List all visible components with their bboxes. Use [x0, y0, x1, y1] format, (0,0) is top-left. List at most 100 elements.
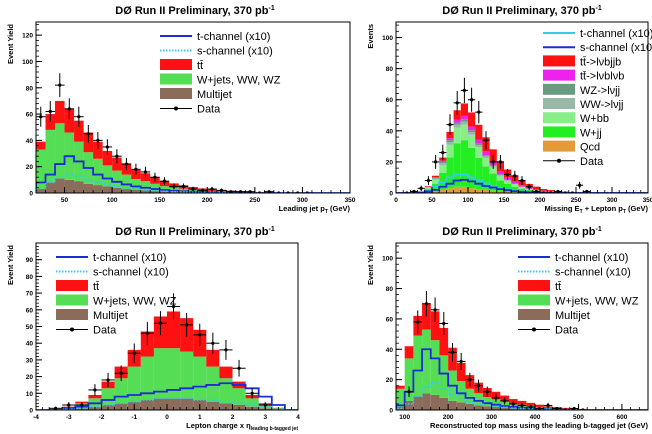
y-tick-label: 40	[26, 138, 34, 145]
stack-bar	[496, 174, 504, 176]
data-point	[180, 312, 194, 337]
legend-swatch	[160, 73, 192, 85]
stack-bar	[482, 151, 490, 156]
legend-item: s-channel (x10)	[543, 42, 652, 54]
data-marker	[494, 396, 498, 400]
stack-bar	[55, 123, 65, 179]
data-marker	[132, 351, 136, 355]
legend-item: tt̄->lνbjjb	[543, 55, 621, 68]
data-marker	[434, 160, 438, 164]
data-marker	[237, 366, 241, 370]
chart-title: DØ Run II Preliminary, 370 pb-1	[442, 5, 602, 17]
data-marker	[455, 101, 459, 105]
stack-bar	[456, 402, 466, 410]
stack-bar	[245, 398, 259, 407]
y-tick-label: 60	[26, 307, 34, 314]
x-tick-label: -1	[131, 414, 137, 421]
stack-bar	[439, 397, 449, 410]
stack-bar	[178, 188, 189, 192]
stack-bar	[517, 408, 527, 410]
x-tick-label: 300	[297, 197, 308, 204]
data-marker	[106, 378, 110, 382]
stack-bar	[219, 378, 233, 404]
legend-item: tt̄	[56, 280, 99, 293]
stack-bar	[36, 141, 46, 150]
stack-bar	[482, 397, 492, 407]
y-tick-label: 0	[29, 408, 33, 415]
stack-bar	[150, 183, 160, 192]
stack-bar	[482, 155, 490, 157]
y-tick-label: 20	[26, 164, 34, 171]
data-marker	[171, 304, 176, 309]
stack-bar	[535, 404, 544, 407]
data-point	[188, 186, 198, 192]
legend-item: W+jets, WW, WZ	[518, 294, 639, 308]
data-marker	[181, 184, 186, 189]
legend-item: W+jj	[543, 126, 602, 139]
stack-bar	[446, 188, 454, 193]
y-tick-label: 0	[389, 191, 393, 198]
legend-label: tt̄->lνblνb	[580, 70, 624, 82]
stack-bar	[432, 177, 440, 178]
stack-bar	[140, 399, 154, 410]
plot-area	[36, 73, 350, 193]
data-marker	[520, 178, 524, 183]
legend-label: Data	[197, 104, 221, 116]
y-tick-label: 20	[386, 159, 394, 166]
data-marker	[491, 160, 495, 164]
stack-bar	[140, 356, 154, 400]
x-tick-label: 200	[443, 414, 454, 421]
stack-bar	[468, 188, 476, 193]
data-marker	[441, 150, 445, 155]
stack-bar	[453, 119, 461, 123]
stack-bar	[482, 406, 492, 410]
data-point	[583, 189, 591, 193]
data-point	[525, 183, 533, 190]
data-marker	[426, 178, 430, 183]
legend-swatch	[543, 55, 575, 67]
legend-label: tt̄	[555, 281, 561, 293]
stack-bar	[64, 108, 75, 133]
data-marker	[93, 388, 97, 392]
data-point	[83, 124, 94, 143]
stack-bar	[430, 311, 440, 341]
stack-bar	[475, 147, 483, 159]
x-tick-label: 3	[263, 414, 267, 421]
data-marker	[416, 320, 420, 324]
legend-item: Data	[160, 104, 221, 116]
y-tick-label: 40	[26, 341, 34, 348]
data-marker	[506, 172, 510, 176]
y-tick-label: 70	[26, 291, 34, 298]
data-point	[526, 404, 536, 410]
data-point	[206, 332, 220, 354]
data-point	[517, 402, 527, 409]
data-marker	[537, 406, 541, 410]
data-point	[140, 321, 154, 345]
legend-item: W+bb	[543, 112, 609, 125]
data-marker	[485, 390, 489, 394]
data-point	[422, 291, 431, 317]
y-tick-label: 80	[386, 66, 394, 73]
data-point	[424, 176, 432, 185]
stack-bar	[74, 181, 84, 193]
legend-label: Multijet	[197, 89, 232, 101]
x-tick-label: -3	[66, 414, 72, 421]
legend-item: Data	[543, 156, 604, 168]
data-marker	[229, 190, 233, 193]
stack-bar	[102, 150, 113, 166]
y-tick-label: 0	[389, 408, 393, 415]
legend-item: t-channel (x10)	[518, 252, 628, 264]
y-tick-label: 60	[26, 112, 34, 119]
data-marker	[162, 179, 167, 183]
stack-bar	[496, 174, 504, 175]
legend-item: Multijet	[56, 309, 128, 322]
data-point	[439, 144, 447, 161]
stack-bar	[167, 398, 181, 410]
data-point	[75, 402, 89, 408]
stack-bar	[112, 170, 122, 188]
stack-bar	[474, 405, 483, 410]
y-tick-label: 10	[26, 391, 34, 398]
legend-item: t-channel (x10)	[543, 28, 652, 40]
data-marker	[546, 403, 550, 408]
